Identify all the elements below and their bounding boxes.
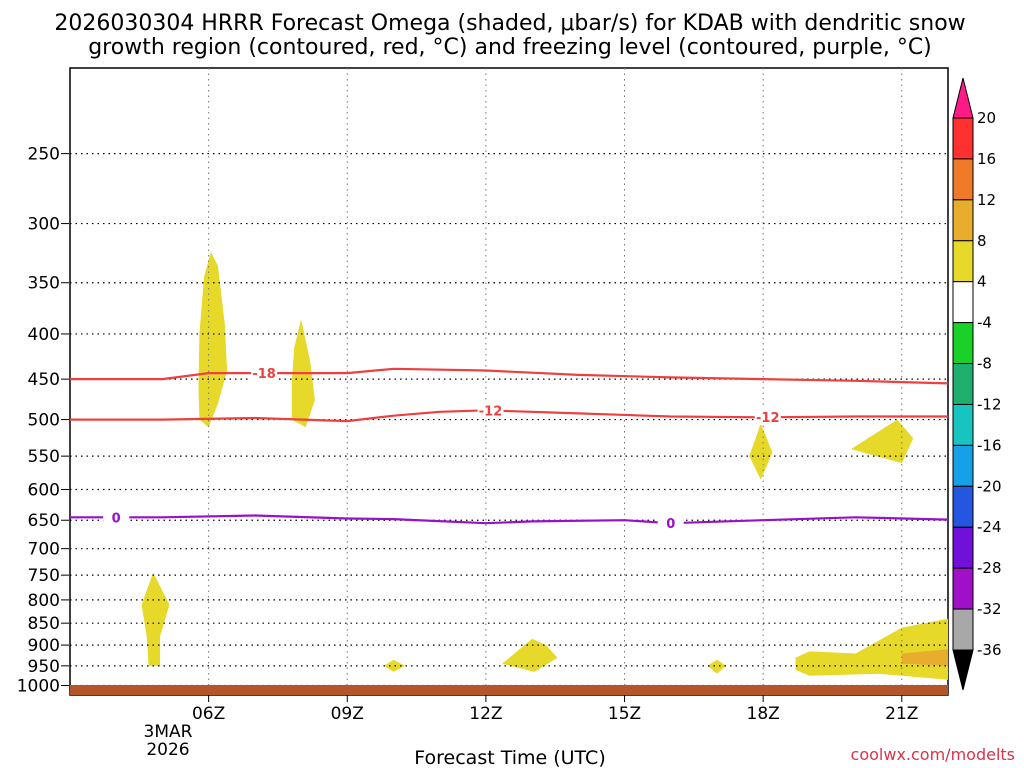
colorbar-segment xyxy=(952,117,974,160)
x-tick-label: 12Z xyxy=(469,704,502,724)
omega-shade-region xyxy=(795,618,948,680)
contour-label: -12 xyxy=(756,411,780,426)
y-tick-label: 450 xyxy=(28,370,60,390)
contour-label-bg xyxy=(251,365,278,382)
omega-shade-region xyxy=(502,638,558,672)
y-tick-label: 950 xyxy=(28,657,60,677)
colorbar-tick-label: -36 xyxy=(977,641,1002,659)
x-tick-label: 18Z xyxy=(747,704,780,724)
colorbar-bottom-arrow xyxy=(952,649,974,691)
omega-shade-region xyxy=(749,423,773,480)
y-tick-label: 350 xyxy=(28,274,60,294)
contour-label: 0 xyxy=(112,511,121,526)
chart-title-line1: 2026030304 HRRR Forecast Omega (shaded, … xyxy=(54,11,965,36)
omega-shade-region xyxy=(901,649,948,666)
colorbar-segment xyxy=(952,158,974,201)
contour-label-bg xyxy=(103,509,130,526)
colorbar-tick-label: -12 xyxy=(977,395,1002,413)
chart-title-line2: growth region (contoured, red, °C) and f… xyxy=(88,35,932,60)
date-label-year: 2026 xyxy=(146,740,189,760)
contour-label-bg xyxy=(657,515,684,532)
y-tick-label: 300 xyxy=(28,215,60,235)
contour-label: -18 xyxy=(252,367,276,382)
colorbar-tick-label: 16 xyxy=(977,150,996,168)
colorbar-segment xyxy=(952,199,974,242)
colorbar-segment xyxy=(952,363,974,405)
y-tick-label: 400 xyxy=(28,325,60,345)
colorbar-segment xyxy=(952,444,974,487)
colorbar-segment xyxy=(952,567,974,610)
colorbar-segment xyxy=(952,526,974,569)
colorbar-segment xyxy=(952,403,974,446)
omega-shade-region xyxy=(198,251,228,428)
contour-line xyxy=(70,514,949,525)
grid-lines xyxy=(70,68,948,695)
colorbar-tick-label: 8 xyxy=(977,232,987,250)
colorbar-tick-label: -20 xyxy=(977,477,1002,495)
colorbar: 20 16 12 8 4 -4 -8 -12 -16 -20 -24 -28 -32 -36 xyxy=(952,77,1002,691)
contour-label: -12 xyxy=(479,404,503,419)
pressure-axis: 2503003504004505005506006507007508008509… xyxy=(17,145,69,697)
colorbar-tick-label: 12 xyxy=(977,191,996,209)
y-tick-label: 800 xyxy=(28,591,60,611)
omega-shade-region xyxy=(707,659,727,674)
x-tick-label: 06Z xyxy=(192,704,225,724)
y-tick-label: 850 xyxy=(28,614,60,634)
contour-label: 0 xyxy=(666,517,675,532)
time-axis: 06Z 09Z 12Z 15Z 18Z 21Z xyxy=(192,695,918,724)
colorbar-tick-label: -28 xyxy=(977,559,1002,577)
colorbar-segment xyxy=(952,240,974,283)
y-tick-label: 700 xyxy=(28,540,60,560)
x-tick-label: 09Z xyxy=(331,704,364,724)
colorbar-segment xyxy=(952,608,974,651)
colorbar-top-arrow xyxy=(952,77,974,119)
contour-label-bg xyxy=(477,402,504,419)
contour-line xyxy=(70,367,949,385)
y-tick-label: 500 xyxy=(28,411,60,431)
y-tick-label: 600 xyxy=(28,481,60,501)
colorbar-tick-label: -8 xyxy=(977,355,992,373)
contour-label-bg xyxy=(754,409,781,426)
y-tick-label: 900 xyxy=(28,636,60,656)
omega-shade-region xyxy=(141,572,170,666)
colorbar-tick-label: -4 xyxy=(977,314,992,332)
contour-lines: -18 -12 -12 0 0 xyxy=(70,365,949,532)
y-tick-label: 1000 xyxy=(17,677,60,697)
colorbar-segment xyxy=(952,485,974,528)
y-tick-label: 650 xyxy=(28,511,60,531)
plot-area: -18 -12 -12 0 0 xyxy=(69,67,949,696)
colorbar-tick-label: -16 xyxy=(977,436,1002,454)
omega-shade-region xyxy=(851,419,914,464)
colorbar-segment xyxy=(952,281,974,324)
x-axis-title: Forecast Time (UTC) xyxy=(414,747,605,768)
ground-band xyxy=(70,685,948,695)
omega-shading xyxy=(141,251,948,680)
colorbar-tick-label: -32 xyxy=(977,600,1002,618)
colorbar-tick-label: 4 xyxy=(977,273,987,291)
credit-text: coolwx.com/modelts xyxy=(851,745,1015,764)
x-tick-label: 21Z xyxy=(885,704,918,724)
y-tick-label: 550 xyxy=(28,447,60,467)
x-tick-label: 15Z xyxy=(608,704,641,724)
date-label-day: 3MAR xyxy=(144,722,193,742)
colorbar-tick-label: -24 xyxy=(977,518,1002,536)
colorbar-tick-label: 20 xyxy=(977,109,996,127)
colorbar-segment xyxy=(952,322,974,365)
y-tick-label: 250 xyxy=(28,145,60,165)
y-tick-label: 750 xyxy=(28,566,60,586)
